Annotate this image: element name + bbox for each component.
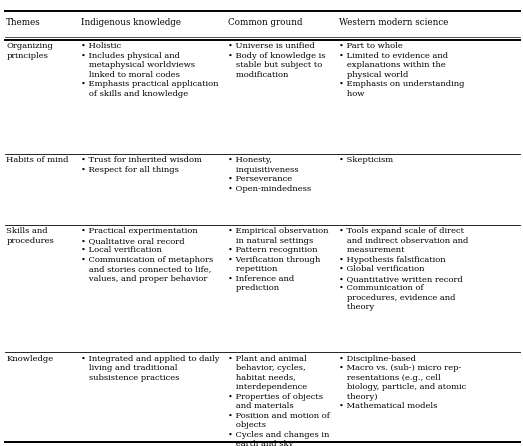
- Text: Themes: Themes: [6, 18, 41, 27]
- Text: • Integrated and applied to daily
   living and traditional
   subsistence pract: • Integrated and applied to daily living…: [81, 355, 220, 382]
- Text: Organizing
principles: Organizing principles: [6, 42, 53, 60]
- Text: • Honesty,
   inquisitiveness
• Perseverance
• Open-mindedness: • Honesty, inquisitiveness • Perseveranc…: [228, 156, 311, 193]
- Text: • Trust for inherited wisdom
• Respect for all things: • Trust for inherited wisdom • Respect f…: [81, 156, 202, 173]
- Text: Common ground: Common ground: [228, 18, 302, 27]
- Text: Western modern science: Western modern science: [339, 18, 448, 27]
- Text: Habits of mind: Habits of mind: [6, 156, 69, 164]
- Text: • Skepticism: • Skepticism: [339, 156, 393, 164]
- Text: • Tools expand scale of direct
   and indirect observation and
   measurement
• : • Tools expand scale of direct and indir…: [339, 227, 468, 311]
- Text: • Holistic
• Includes physical and
   metaphysical worldviews
   linked to moral: • Holistic • Includes physical and metap…: [81, 42, 219, 98]
- Text: • Empirical observation
   in natural settings
• Pattern recognition
• Verificat: • Empirical observation in natural setti…: [228, 227, 328, 293]
- Text: • Discipline-based
• Macro vs. (sub-) micro rep-
   resentations (e.g., cell
   : • Discipline-based • Macro vs. (sub-) mi…: [339, 355, 466, 410]
- Text: Skills and
procedures: Skills and procedures: [6, 227, 54, 245]
- Text: • Plant and animal
   behavior, cycles,
   habitat needs,
   interdependence
• P: • Plant and animal behavior, cycles, hab…: [228, 355, 329, 446]
- Text: • Practical experimentation
• Qualitative oral record
• Local verification
• Com: • Practical experimentation • Qualitativ…: [81, 227, 213, 283]
- Text: • Universe is unified
• Body of knowledge is
   stable but subject to
   modific: • Universe is unified • Body of knowledg…: [228, 42, 325, 79]
- Text: Indigenous knowledge: Indigenous knowledge: [81, 18, 181, 27]
- Text: • Part to whole
• Limited to evidence and
   explanations within the
   physical: • Part to whole • Limited to evidence an…: [339, 42, 464, 98]
- Text: Knowledge: Knowledge: [6, 355, 53, 363]
